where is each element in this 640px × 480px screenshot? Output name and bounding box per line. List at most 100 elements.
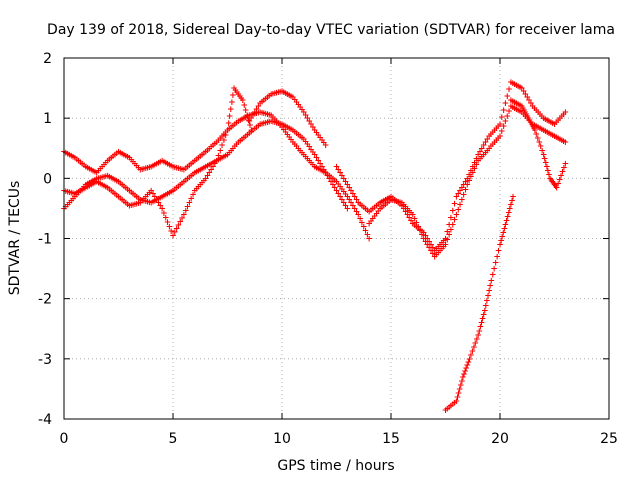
data-point: + (295, 131, 303, 141)
data-point: + (295, 144, 303, 154)
data-point: + (556, 135, 564, 145)
data-point: + (243, 111, 251, 121)
data-point: + (358, 201, 366, 211)
data-point: + (180, 177, 188, 187)
data-point: + (153, 195, 161, 205)
data-point: + (153, 159, 161, 169)
data-point: + (295, 101, 303, 111)
data-point: + (104, 183, 112, 193)
data-point: + (269, 118, 277, 128)
data-point: + (362, 204, 370, 214)
data-point: + (320, 167, 328, 177)
data-point: + (200, 163, 208, 173)
data-point: + (291, 140, 299, 150)
data-point: + (269, 113, 277, 123)
data-point: + (516, 107, 524, 117)
data-point: + (198, 150, 206, 160)
data-point: + (186, 161, 194, 171)
data-point: + (169, 186, 177, 196)
data-point: + (525, 114, 533, 124)
data-point: + (106, 185, 114, 195)
data-point: + (184, 202, 192, 212)
data-point: + (300, 150, 308, 160)
data-point: + (513, 81, 521, 91)
data-point: + (422, 238, 430, 248)
data-point: + (298, 134, 306, 144)
data-point: + (104, 156, 112, 166)
data-point: + (476, 147, 484, 157)
data-point: + (498, 232, 506, 242)
data-point: + (71, 192, 79, 202)
data-point: + (273, 117, 281, 127)
data-point: + (67, 188, 75, 198)
data-point: + (562, 108, 570, 118)
data-point: + (375, 207, 383, 217)
data-point: + (538, 125, 546, 135)
data-point: + (73, 190, 81, 200)
data-point: + (522, 112, 530, 122)
data-point: + (396, 198, 404, 208)
data-point: + (184, 174, 192, 184)
data-point: + (493, 124, 501, 134)
data-point: + (453, 210, 461, 220)
data-point: + (505, 85, 513, 95)
data-point: + (500, 122, 508, 132)
data-point: + (449, 206, 457, 216)
data-point: + (480, 141, 488, 151)
data-point: + (371, 203, 379, 213)
data-point: + (186, 173, 194, 183)
data-point: + (516, 101, 524, 111)
data-point: + (460, 190, 468, 200)
data-point: + (485, 287, 493, 297)
data-point: + (95, 178, 103, 188)
data-point: + (523, 93, 531, 103)
data-point: + (151, 160, 159, 170)
data-point: + (278, 87, 286, 97)
data-point: + (240, 134, 248, 144)
data-point: + (102, 158, 110, 168)
data-point: + (255, 109, 263, 119)
data-point: + (322, 141, 330, 151)
data-point: + (527, 118, 535, 128)
data-point: + (113, 176, 121, 186)
data-point: + (307, 120, 315, 130)
data-point: + (373, 209, 381, 219)
data-point: + (355, 210, 363, 220)
data-point: + (266, 111, 274, 121)
data-point: + (82, 162, 90, 172)
data-point: + (340, 174, 348, 184)
data-point: + (472, 339, 480, 349)
data-point: + (318, 136, 326, 146)
data-point: + (316, 159, 324, 169)
data-point: + (549, 131, 557, 141)
data-point: + (525, 96, 533, 106)
data-point: + (276, 120, 284, 130)
data-point: + (142, 164, 150, 174)
data-point: + (373, 201, 381, 211)
data-point: + (331, 176, 339, 186)
data-point: + (344, 204, 352, 214)
data-point: + (167, 227, 175, 237)
data-point: + (545, 129, 553, 139)
data-point: + (215, 151, 223, 161)
data-point: + (305, 156, 313, 166)
data-point: + (162, 213, 170, 223)
data-point: + (176, 217, 184, 227)
data-point: + (232, 86, 240, 96)
data-point: + (137, 198, 145, 208)
data-point: + (464, 180, 472, 190)
data-point: + (264, 118, 272, 128)
data-point: + (206, 160, 214, 170)
data-point: + (364, 206, 372, 216)
data-point: + (338, 185, 346, 195)
data-point: + (169, 231, 177, 241)
data-point: + (256, 99, 264, 109)
data-point: + (113, 191, 121, 201)
data-point: + (347, 198, 355, 208)
data-point: + (551, 120, 559, 130)
data-point: + (87, 177, 95, 187)
data-point: + (336, 168, 344, 178)
data-point: + (444, 227, 452, 237)
y-tick-label: -3 (38, 352, 52, 368)
data-point: + (418, 227, 426, 237)
